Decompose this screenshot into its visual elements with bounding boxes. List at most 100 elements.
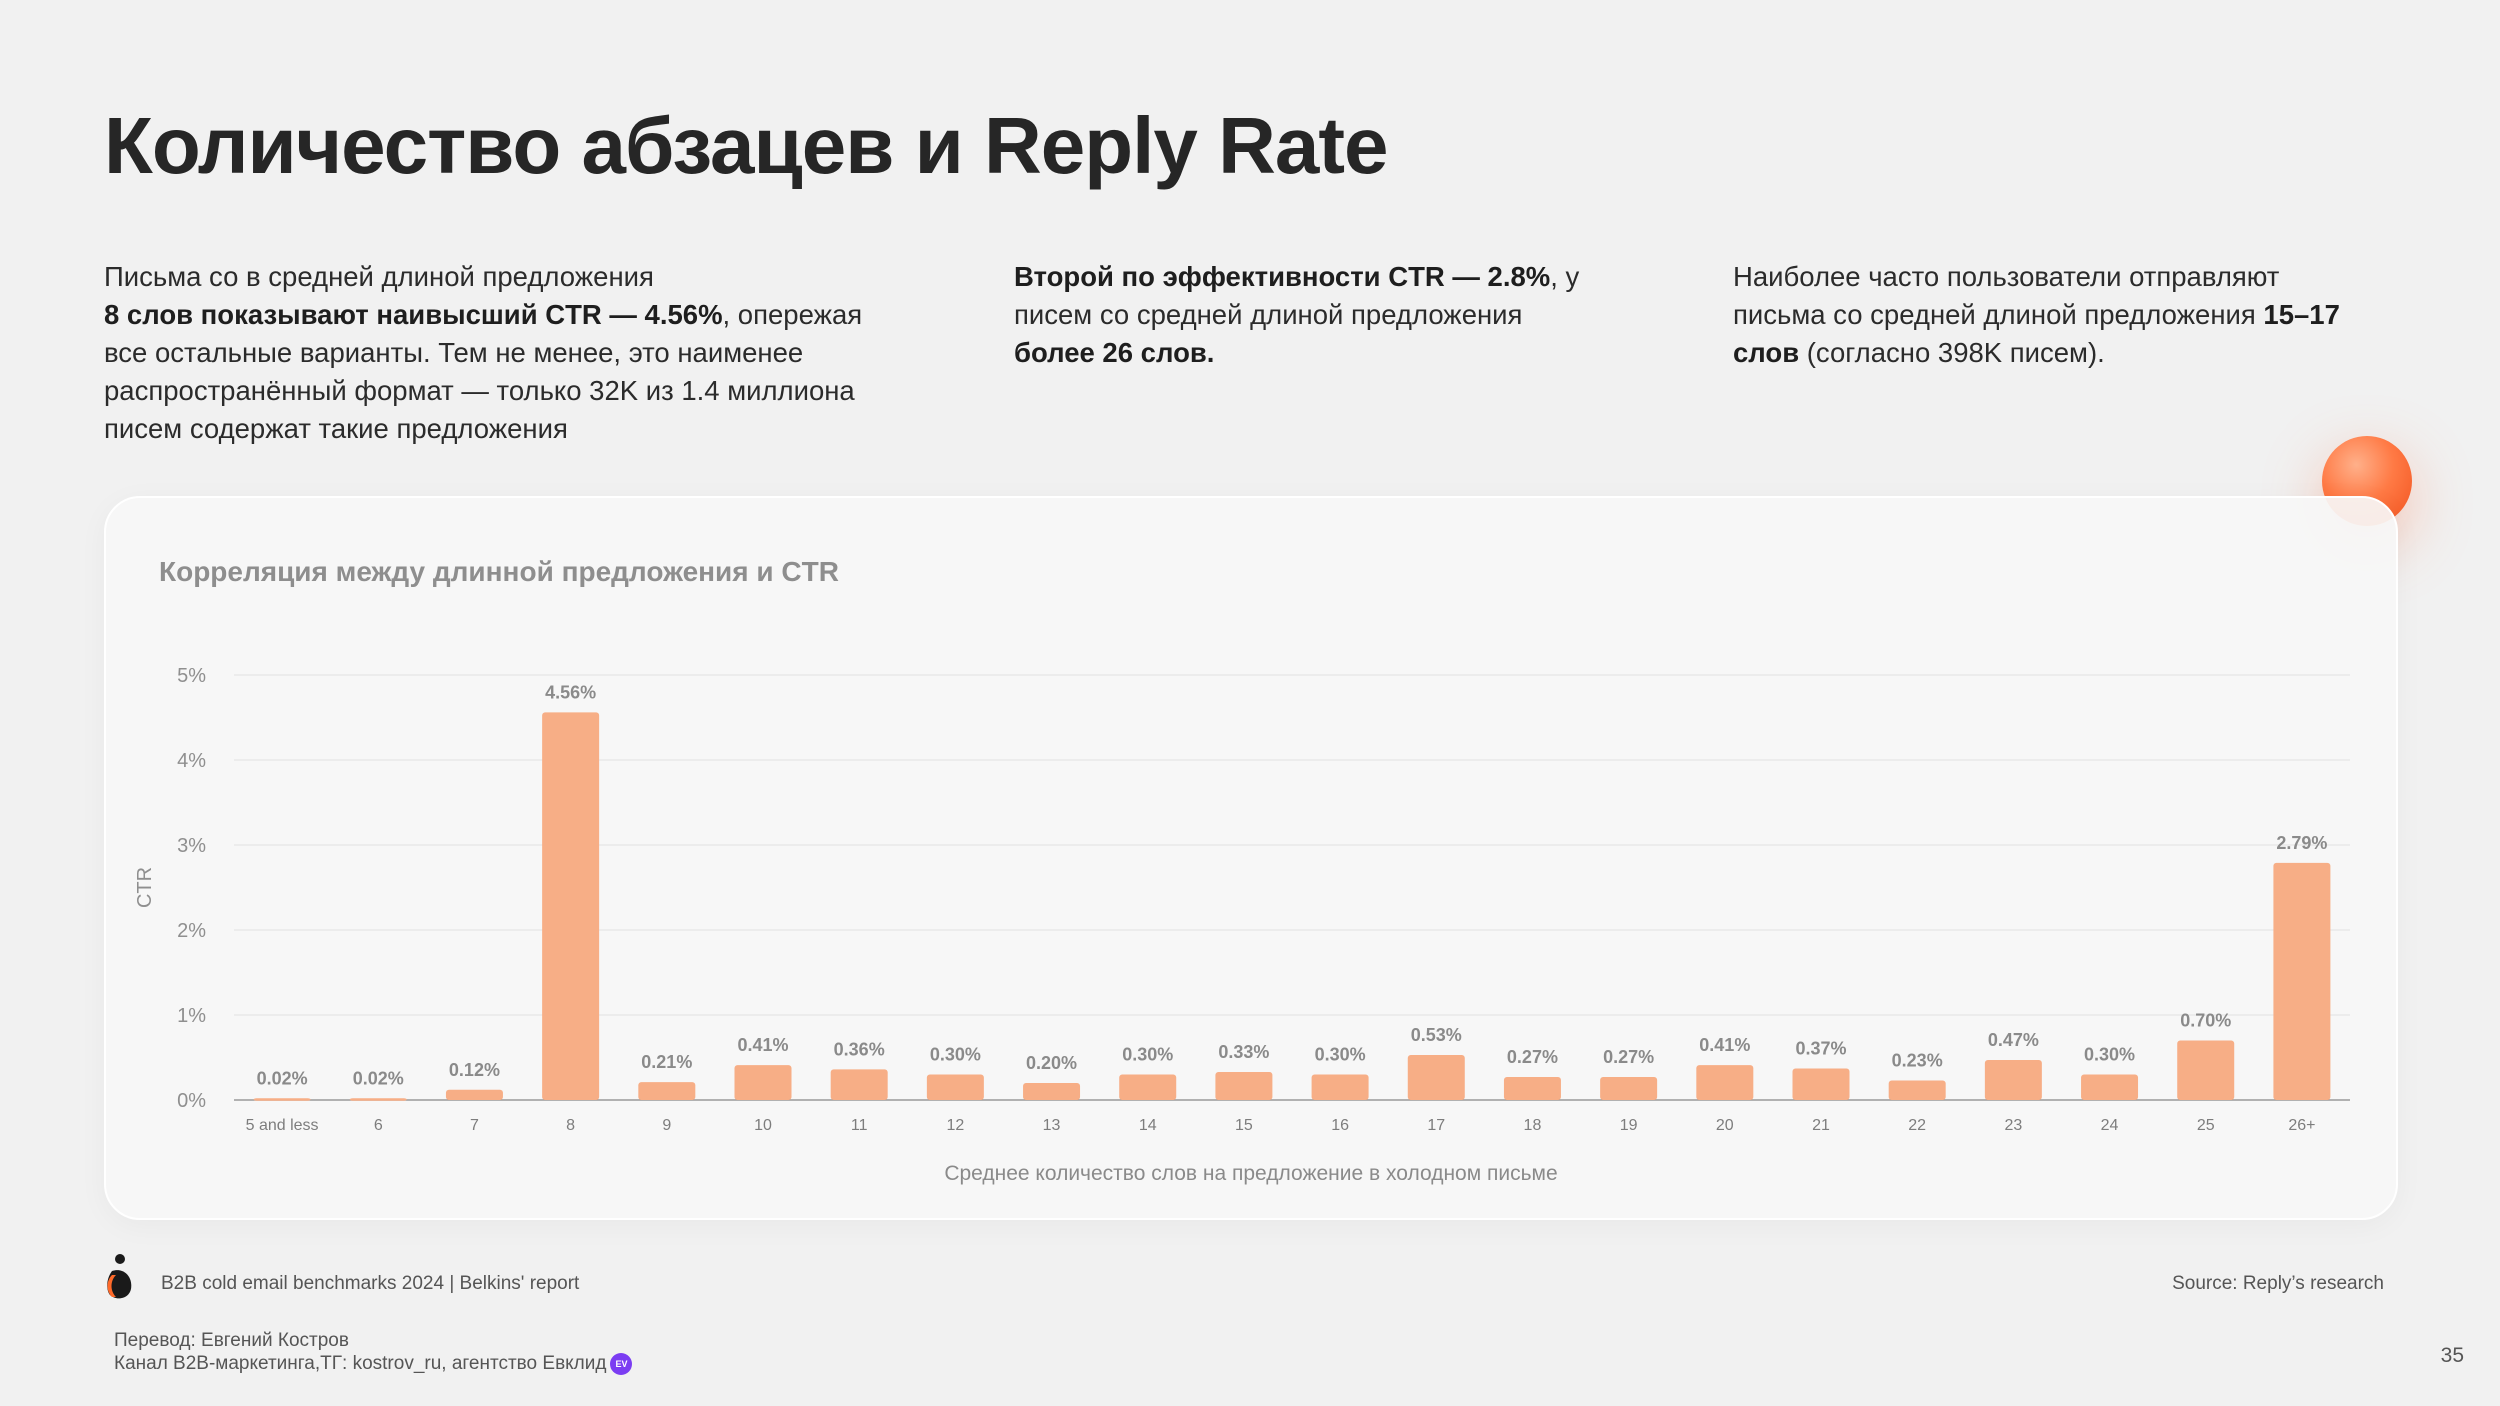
bar: [638, 1082, 696, 1100]
data-label: 0.41%: [737, 1035, 788, 1055]
text-run: писем содержат такие предложения: [104, 413, 568, 444]
data-label: 0.47%: [1988, 1030, 2039, 1050]
x-tick-label: 16: [1331, 1117, 1349, 1134]
bar: [1696, 1065, 1754, 1100]
text-run: , у: [1550, 261, 1580, 292]
x-tick-label: 14: [1139, 1117, 1157, 1134]
bar: [1600, 1077, 1658, 1100]
x-tick-label: 22: [1908, 1117, 1926, 1134]
ctr-bar-chart: 0% 1% 2% 3% 4% 5% CTR 0.02% 5 and less 0.02% 6 0.12…: [134, 665, 2350, 1134]
data-label: 0.02%: [257, 1068, 308, 1088]
bar: [1215, 1071, 1273, 1100]
bar: [830, 1069, 888, 1100]
text-run: письма со средней длиной предложения: [1733, 299, 2264, 330]
x-tick-label: 7: [470, 1117, 479, 1134]
data-label: 0.33%: [1218, 1042, 1269, 1062]
x-tick-label: 6: [374, 1117, 383, 1134]
bar: [445, 1089, 503, 1100]
data-label: 0.53%: [1411, 1025, 1462, 1045]
translation-line-2: Канал B2B-маркетинга,ТГ: kostrov_ru, аге…: [114, 1352, 633, 1375]
x-tick-label: 23: [2004, 1117, 2022, 1134]
chart-card: Корреляция между длинной предложения и C…: [104, 496, 2398, 1220]
text-run: , опережая: [722, 299, 863, 330]
bar: [253, 1098, 311, 1101]
y-axis-title: CTR: [134, 867, 156, 908]
paragraph-line: слов (согласно 398K писем).: [1733, 334, 2413, 372]
data-label: 0.30%: [1315, 1045, 1366, 1065]
paragraph-line: Наиболее часто пользователи отправляют: [1733, 258, 2413, 296]
paragraph-line: распространённый формат — только 32K из …: [104, 372, 904, 410]
x-tick-label: 17: [1427, 1117, 1445, 1134]
belkins-logo-icon: [107, 1254, 132, 1299]
data-label: 0.37%: [1795, 1039, 1846, 1059]
x-axis-title: Среднее количество слов на предложение в…: [944, 1162, 1558, 1185]
data-label: 0.20%: [1026, 1053, 1077, 1073]
bar: [1984, 1060, 2042, 1100]
text-run: (согласно 398K писем).: [1799, 337, 2105, 368]
data-label: 4.56%: [545, 682, 596, 702]
paragraph-line: 8 слов показывают наивысший CTR — 4.56%,…: [104, 296, 904, 334]
bold-text: слов: [1733, 337, 1800, 368]
data-label: 0.30%: [2084, 1045, 2135, 1065]
data-label: 0.12%: [449, 1060, 500, 1080]
data-label: 0.41%: [1699, 1035, 1750, 1055]
paragraph-line: письма со средней длиной предложения 15–…: [1733, 296, 2413, 334]
text-run: Письма со в средней длиной предложения: [104, 261, 654, 292]
data-label: 0.27%: [1507, 1047, 1558, 1067]
footer-report-name: B2B cold email benchmarks 2024 | Belkins…: [161, 1273, 580, 1294]
paragraph-line: более 26 слов.: [1014, 334, 1634, 372]
x-tick-label: 20: [1716, 1117, 1734, 1134]
chart-title: Корреляция между длинной предложения и C…: [159, 556, 839, 587]
bar: [349, 1098, 407, 1101]
paragraph-line: Письма со в средней длиной предложения: [104, 258, 904, 296]
page-title: Количество абзацев и Reply Rate: [104, 101, 1388, 190]
bar: [2177, 1040, 2235, 1100]
bar: [1792, 1068, 1850, 1100]
x-tick-label: 18: [1524, 1117, 1542, 1134]
page-number: 35: [2440, 1344, 2464, 1367]
y-tick-label: 2%: [177, 920, 206, 942]
text-run: распространённый формат — только 32K из …: [104, 375, 855, 406]
paragraph-line: писем содержат такие предложения: [104, 410, 904, 448]
x-tick-label: 13: [1043, 1117, 1061, 1134]
data-label: 0.30%: [1122, 1045, 1173, 1065]
paragraph-line: все остальные варианты. Тем не менее, эт…: [104, 334, 904, 372]
bar: [1888, 1080, 1946, 1100]
x-tick-label: 10: [754, 1117, 772, 1134]
x-tick-label: 26+: [2288, 1117, 2315, 1134]
x-tick-label: 21: [1812, 1117, 1830, 1134]
intro-paragraph-2: Второй по эффективности CTR — 2.8%, у пис…: [1014, 258, 1634, 372]
y-tick-label: 5%: [177, 665, 206, 687]
x-tick-label: 12: [946, 1117, 964, 1134]
bar: [1407, 1054, 1465, 1100]
intro-paragraph-3: Наиболее часто пользователи отправляют пи…: [1733, 258, 2413, 372]
x-tick-label: 24: [2101, 1117, 2119, 1134]
data-label: 0.30%: [930, 1045, 981, 1065]
data-label: 0.70%: [2180, 1011, 2231, 1031]
bold-text: более 26 слов.: [1014, 337, 1215, 368]
data-label: 0.23%: [1892, 1050, 1943, 1070]
translation-line-1: Перевод: Евгений Костров: [114, 1330, 349, 1351]
bar: [2273, 862, 2331, 1100]
bar: [1023, 1083, 1081, 1100]
data-label: 0.02%: [353, 1068, 404, 1088]
y-tick-label: 1%: [177, 1005, 206, 1027]
data-label: 0.27%: [1603, 1047, 1654, 1067]
footer-source: Source: Reply’s research: [2172, 1273, 2384, 1294]
bar: [734, 1065, 792, 1100]
paragraph-line: писем со средней длиной предложения: [1014, 296, 1634, 334]
y-tick-label: 3%: [177, 835, 206, 857]
footer-translation-credit: Перевод: Евгений Костров Канал B2B-марке…: [114, 1329, 633, 1375]
bar: [1311, 1074, 1369, 1100]
agency-badge-icon: EV: [610, 1352, 633, 1375]
data-label: 0.21%: [641, 1052, 692, 1072]
text-run: Наиболее часто пользователи отправляют: [1733, 261, 2280, 292]
x-tick-label: 8: [566, 1117, 575, 1134]
x-tick-label: 5 and less: [246, 1117, 319, 1134]
bar: [2081, 1074, 2139, 1100]
text-run: все остальные варианты. Тем не менее, эт…: [104, 337, 804, 368]
data-label: 0.36%: [834, 1039, 885, 1059]
y-tick-label: 4%: [177, 750, 206, 772]
bar: [1119, 1074, 1177, 1100]
y-tick-label: 0%: [177, 1090, 206, 1112]
